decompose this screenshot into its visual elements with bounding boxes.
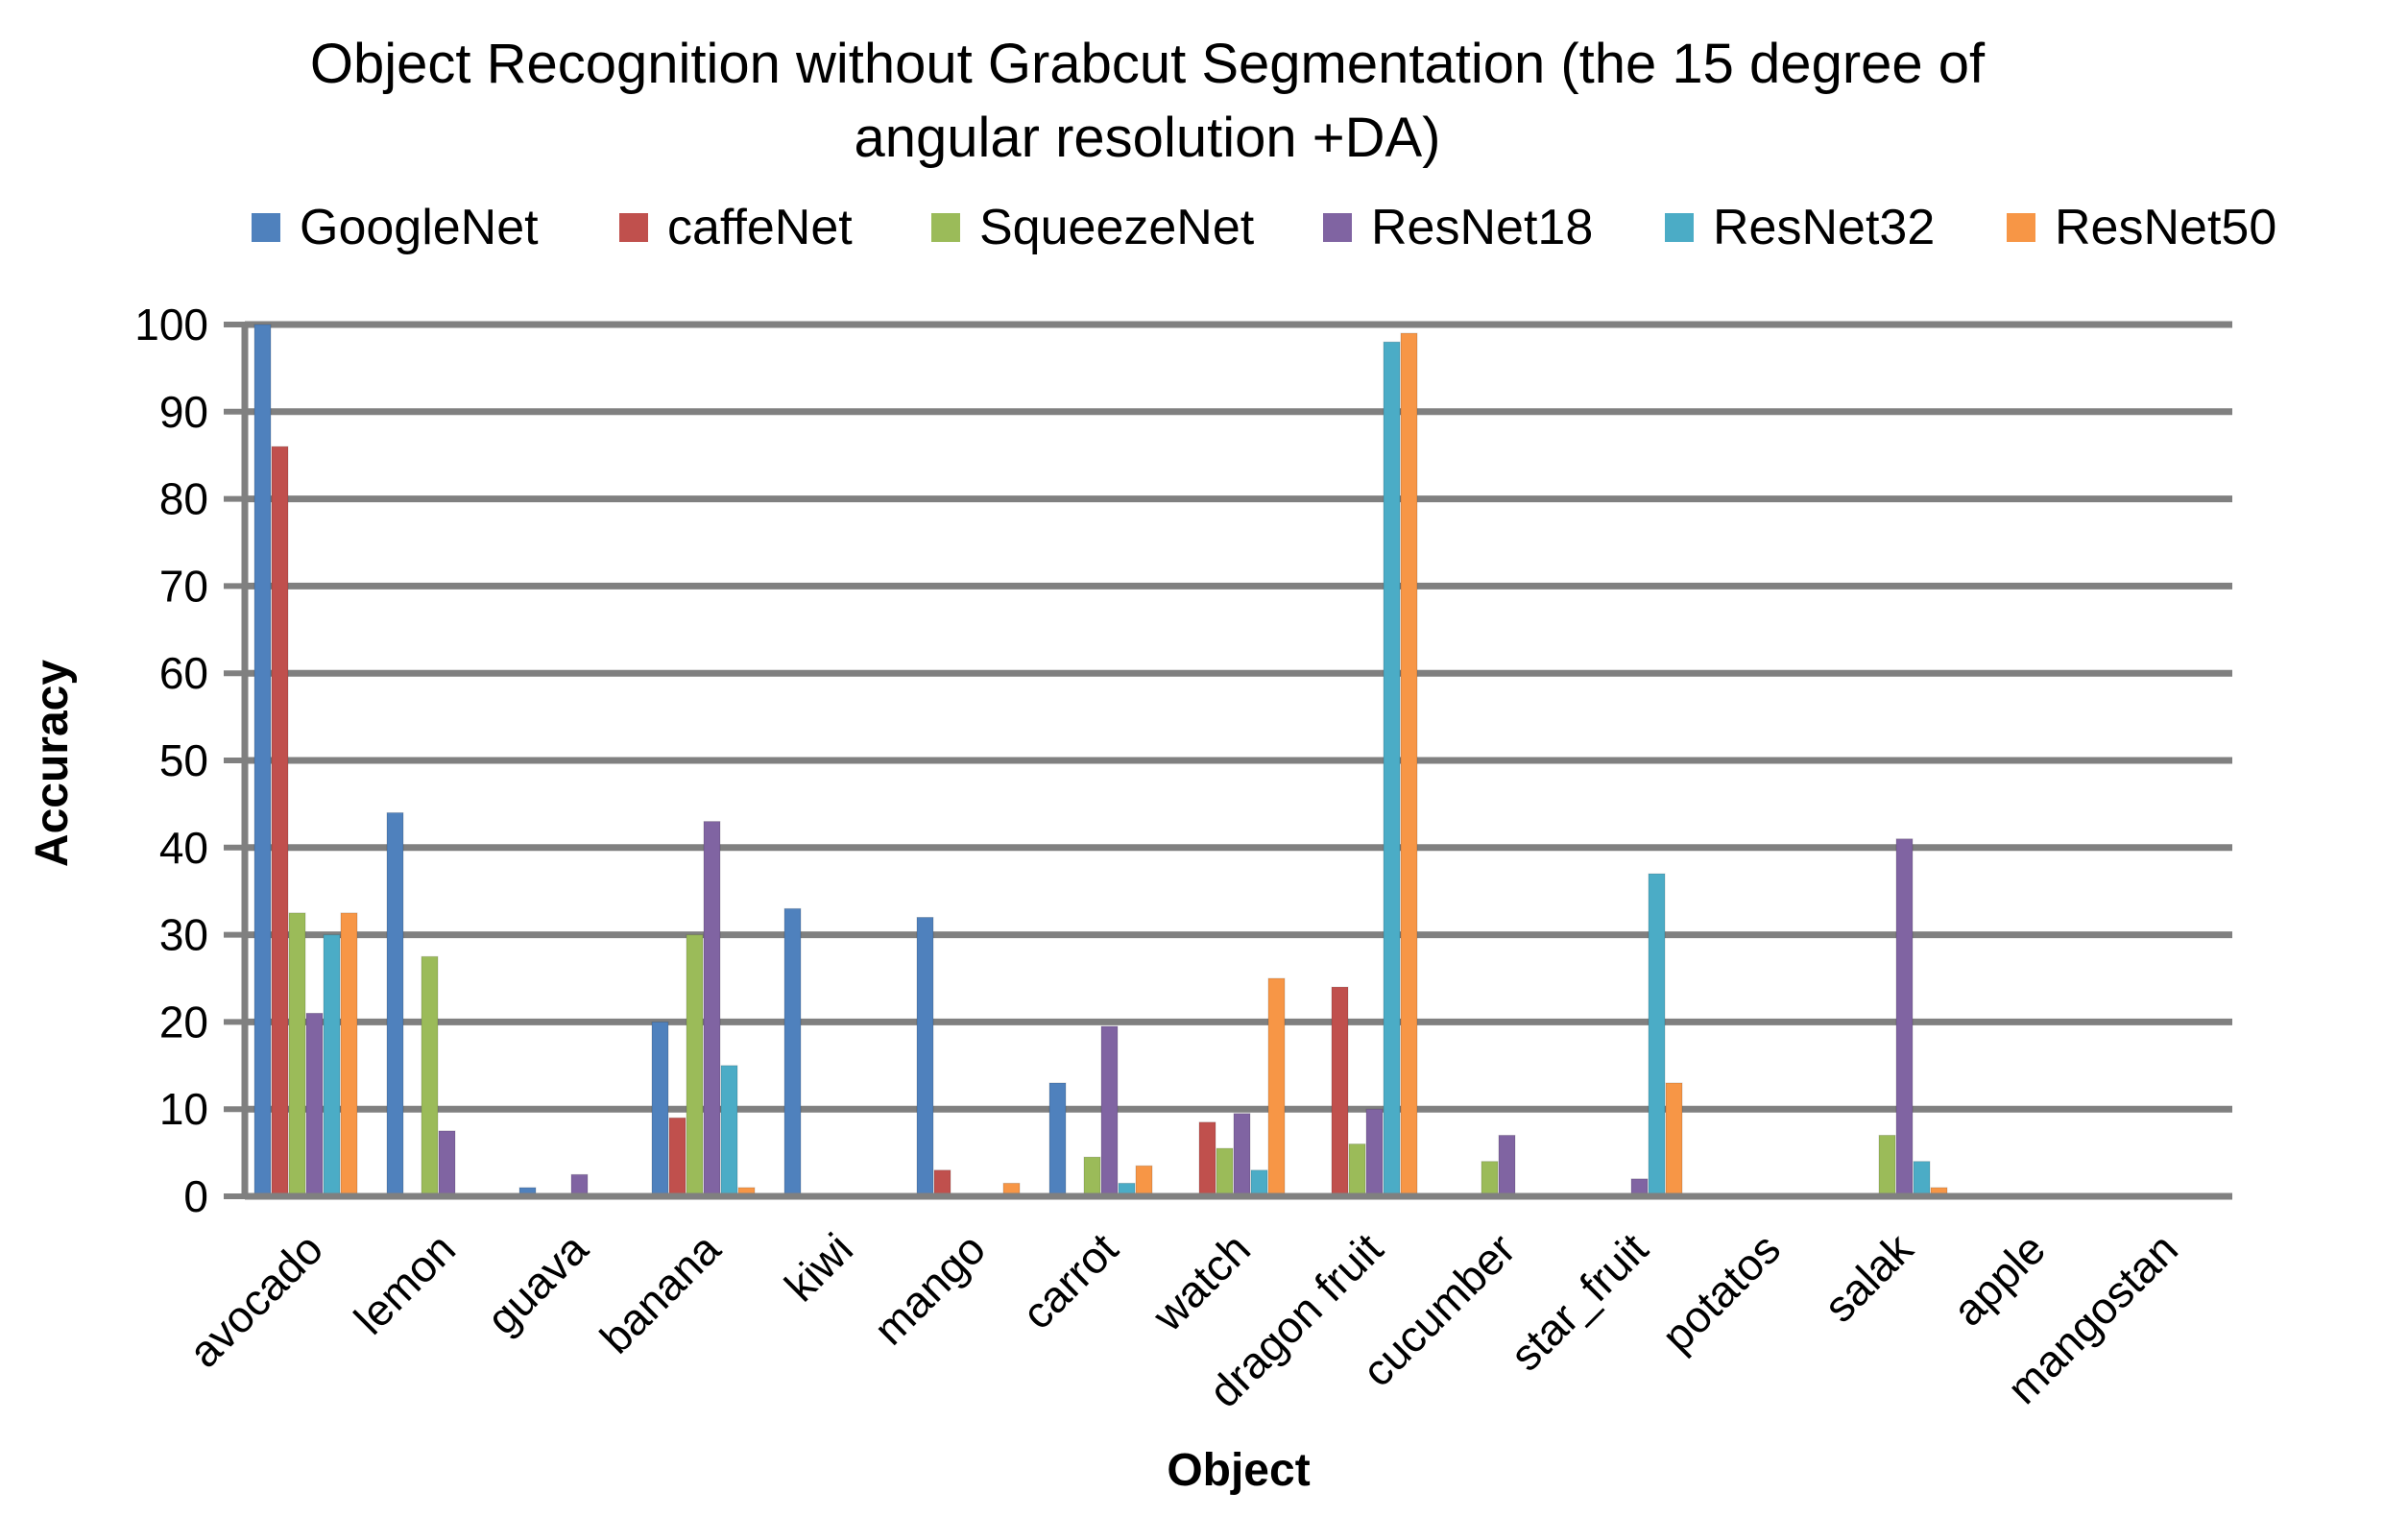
bar-SqueezeNet-banana	[686, 934, 704, 1197]
bar-SqueezeNet-carrot	[1083, 1156, 1101, 1197]
bar-ResNet50-avocado	[340, 912, 358, 1197]
bar-SqueezeNet-cucumber	[1481, 1161, 1499, 1197]
bar-SqueezeNet-watch	[1216, 1147, 1234, 1197]
bar-ResNet32-avocado	[323, 934, 341, 1197]
x-category-label: apple	[1943, 1223, 2055, 1335]
y-axis-title: Accuracy	[27, 660, 78, 867]
axes	[241, 325, 2232, 1200]
bar-ResNet18-cucumber	[1498, 1134, 1516, 1197]
y-tick-label: 70	[159, 561, 208, 611]
legend-swatch-GoogleNet	[252, 213, 280, 242]
y-axis-ticks: 0 10 20 30 40 50 60 70 80 90 100	[134, 300, 245, 1221]
gridlines	[245, 321, 2232, 1113]
legend-label-SqueezeNet: SqueezeNet	[979, 200, 1255, 255]
x-category-label: carrot	[1012, 1223, 1127, 1338]
chart-title: Object Recognition without Grabcut Segme…	[310, 33, 1986, 169]
bar-ResNet50-dragon-fruit	[1400, 332, 1418, 1197]
bar-GoogleNet-mango	[916, 916, 934, 1197]
bars	[253, 324, 1948, 1197]
legend-label-GoogleNet: GoogleNet	[300, 200, 539, 255]
bar-caffeNet-banana	[668, 1117, 686, 1197]
bar-ResNet18-avocado	[305, 1012, 324, 1197]
bar-caffeNet-watch	[1198, 1121, 1216, 1197]
y-tick-label: 40	[159, 823, 208, 873]
legend-label-caffeNet: caffeNet	[667, 200, 853, 255]
x-category-label: avocado	[179, 1223, 332, 1377]
y-tick-label: 30	[159, 910, 208, 960]
bar-ResNet50-watch	[1267, 977, 1286, 1197]
bar-caffeNet-avocado	[271, 445, 289, 1197]
y-tick-label: 50	[159, 735, 208, 785]
bar-ResNet50-star_fruit	[1665, 1082, 1683, 1197]
bar-caffeNet-dragon-fruit	[1331, 986, 1349, 1197]
bar-ResNet18-salak	[1895, 838, 1914, 1197]
x-category-label: mango	[864, 1223, 995, 1354]
legend-label-ResNet32: ResNet32	[1713, 200, 1935, 255]
bar-ResNet18-banana	[703, 821, 721, 1197]
legend-swatch-ResNet32	[1665, 213, 1694, 242]
bar-caffeNet-mango	[933, 1169, 951, 1197]
bar-SqueezeNet-avocado	[288, 912, 306, 1197]
y-tick-label: 80	[159, 474, 208, 524]
y-tick-label: 60	[159, 648, 208, 698]
bar-SqueezeNet-lemon	[421, 955, 439, 1197]
legend-swatch-caffeNet	[619, 213, 648, 242]
legend-swatch-ResNet50	[2007, 213, 2035, 242]
bar-ResNet18-lemon	[438, 1130, 456, 1197]
bar-ResNet50-carrot	[1135, 1165, 1153, 1197]
legend-swatch-ResNet18	[1323, 213, 1352, 242]
bar-GoogleNet-avocado	[253, 324, 272, 1197]
bar-ResNet32-watch	[1250, 1169, 1268, 1197]
legend-label-ResNet50: ResNet50	[2055, 200, 2276, 255]
y-tick-label: 90	[159, 387, 208, 437]
legend-label-ResNet18: ResNet18	[1371, 200, 1593, 255]
y-tick-label: 20	[159, 997, 208, 1047]
legend: GoogleNet caffeNet SqueezeNet ResNet18 ResNe…	[252, 200, 2276, 255]
y-tick-label: 100	[134, 300, 208, 349]
legend-swatch-SqueezeNet	[931, 213, 960, 242]
bar-ResNet32-star_fruit	[1648, 873, 1666, 1197]
bar-ResNet32-dragon-fruit	[1383, 341, 1401, 1197]
bar-ResNet32-salak	[1913, 1161, 1931, 1197]
y-tick-label: 0	[183, 1171, 208, 1221]
x-axis-title: Object	[1167, 1445, 1310, 1496]
chart-title-line-1: Object Recognition without Grabcut Segme…	[310, 33, 1986, 95]
bar-GoogleNet-kiwi	[783, 907, 802, 1197]
bar-ResNet32-banana	[720, 1065, 738, 1197]
x-category-label: star_fruit	[1501, 1223, 1657, 1380]
bar-ResNet18-watch	[1233, 1113, 1251, 1197]
bar-SqueezeNet-dragon-fruit	[1348, 1144, 1366, 1197]
bar-ResNet18-carrot	[1100, 1025, 1119, 1197]
x-category-label: kiwi	[775, 1223, 862, 1311]
x-category-label: watch	[1143, 1223, 1260, 1340]
bar-GoogleNet-lemon	[386, 811, 404, 1197]
x-category-label: guava	[477, 1223, 598, 1344]
bar-ResNet18-dragon-fruit	[1365, 1108, 1384, 1197]
bar-GoogleNet-carrot	[1048, 1082, 1067, 1197]
bar-SqueezeNet-salak	[1878, 1134, 1896, 1197]
x-category-label: potatos	[1652, 1223, 1790, 1360]
x-category-label: banana	[590, 1223, 731, 1363]
y-tick-label: 10	[159, 1084, 208, 1134]
bar-GoogleNet-banana	[651, 1021, 669, 1197]
x-category-label: salak	[1814, 1223, 1922, 1332]
chart-title-line-2: angular resolution +DA)	[855, 107, 1441, 169]
x-category-label: lemon	[345, 1223, 465, 1343]
